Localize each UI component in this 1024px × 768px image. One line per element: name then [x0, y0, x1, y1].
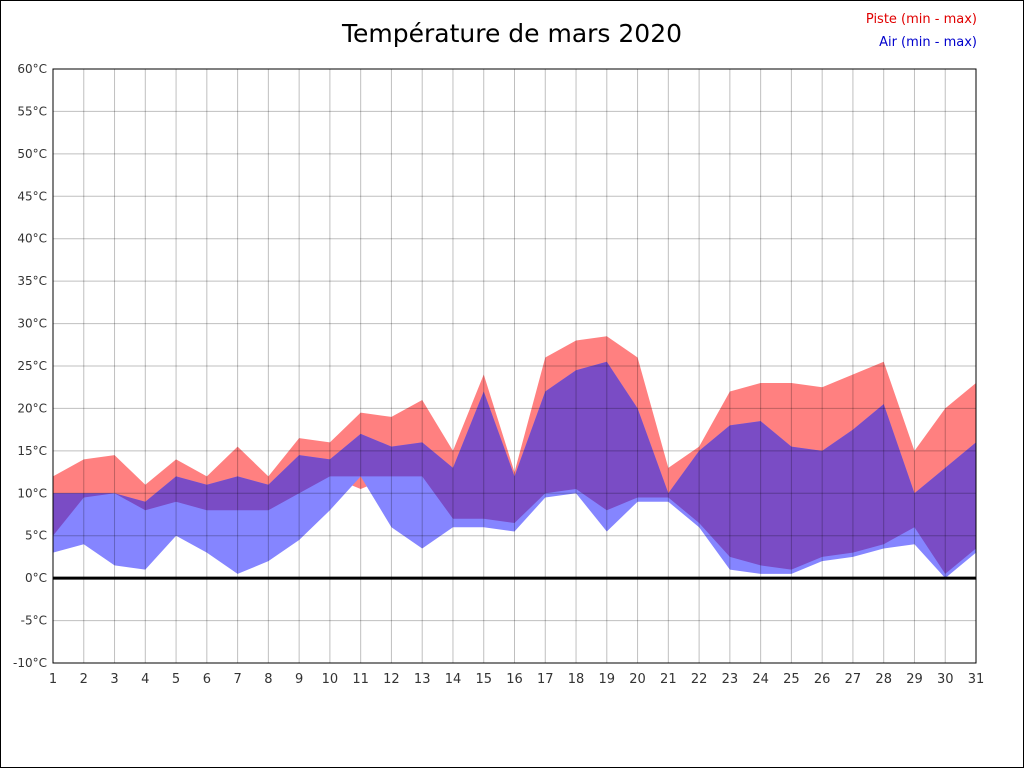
x-tick-label: 18	[568, 672, 585, 687]
y-tick-label: 10°C	[17, 486, 47, 500]
x-tick-label: 20	[629, 672, 646, 687]
x-tick-label: 3	[110, 672, 118, 687]
x-tick-label: 12	[383, 672, 400, 687]
y-tick-label: 25°C	[17, 359, 47, 373]
y-tick-label: 15°C	[17, 444, 47, 458]
x-tick-label: 13	[414, 672, 431, 687]
x-tick-label: 29	[906, 672, 923, 687]
y-tick-label: 60°C	[17, 62, 47, 76]
x-tick-label: 26	[814, 672, 831, 687]
y-tick-label: 45°C	[17, 189, 47, 203]
x-tick-label: 14	[445, 672, 462, 687]
x-tick-label: 1	[49, 672, 57, 687]
x-tick-label: 5	[172, 672, 180, 687]
x-tick-label: 10	[322, 672, 339, 687]
y-tick-label: 35°C	[17, 274, 47, 288]
x-tick-label: 25	[783, 672, 800, 687]
x-tick-label: 6	[203, 672, 211, 687]
x-tick-label: 7	[233, 672, 241, 687]
x-tick-label: 15	[475, 672, 492, 687]
x-tick-label: 11	[352, 672, 369, 687]
legend-air: Air (min - max)	[879, 34, 977, 50]
legend-piste: Piste (min - max)	[865, 12, 977, 27]
x-tick-label: 16	[506, 672, 523, 687]
x-tick-label: 28	[875, 672, 892, 687]
x-tick-label: 19	[599, 672, 616, 687]
y-tick-label: 50°C	[17, 147, 47, 161]
x-tick-label: 8	[264, 672, 272, 687]
plot-border	[52, 68, 977, 664]
y-tick-label: 55°C	[17, 104, 47, 118]
x-tick-label: 31	[968, 672, 985, 687]
y-tick-label: 5°C	[25, 529, 47, 543]
x-tick-label: 30	[937, 672, 954, 687]
x-tick-label: 23	[722, 672, 739, 687]
overlap-band	[53, 361, 976, 574]
y-tick-label: -5°C	[21, 614, 47, 628]
x-tick-label: 24	[752, 672, 769, 687]
y-tick-label: 30°C	[17, 317, 47, 331]
x-tick-label: 17	[537, 672, 554, 687]
x-tick-label: 9	[295, 672, 303, 687]
x-tick-label: 27	[845, 672, 862, 687]
y-tick-label: 40°C	[17, 232, 47, 246]
x-tick-label: 21	[660, 672, 677, 687]
y-tick-label: -10°C	[13, 656, 47, 670]
x-tick-label: 22	[691, 672, 708, 687]
chart-title: Température de mars 2020	[341, 19, 683, 48]
x-tick-label: 4	[141, 672, 149, 687]
y-tick-label: 0°C	[25, 571, 47, 585]
y-tick-label: 20°C	[17, 401, 47, 415]
x-tick-label: 2	[80, 672, 88, 687]
legend: Piste (min - max) Air (min - max)	[866, 9, 977, 55]
